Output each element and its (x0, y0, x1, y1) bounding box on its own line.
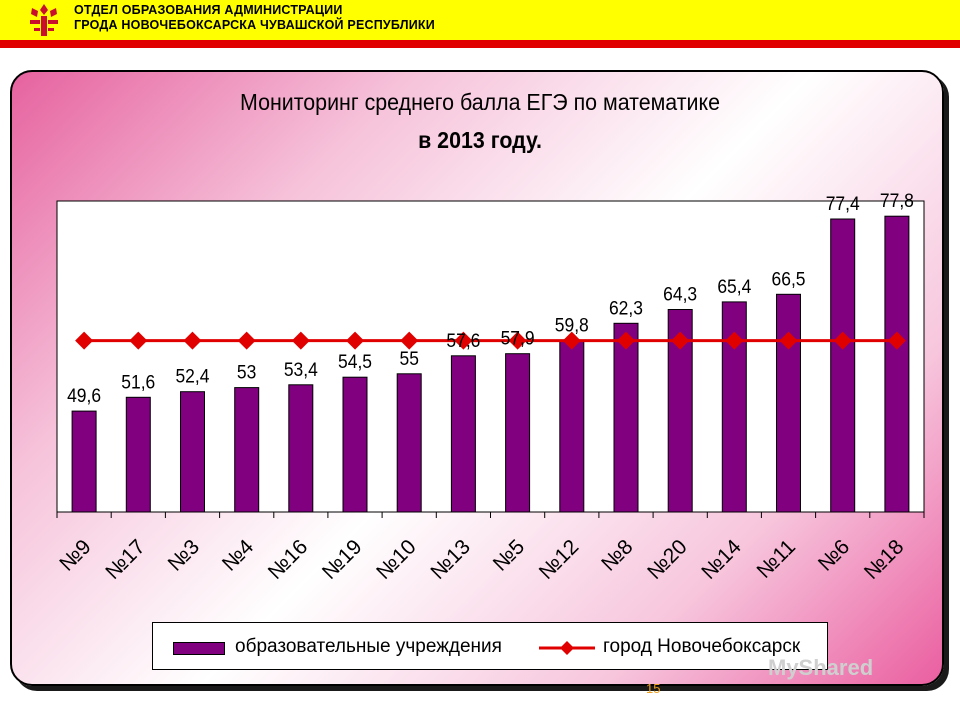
city-average-marker-5 (346, 331, 365, 350)
x-tick-label-11: №20 (643, 535, 692, 584)
x-tick-label-0: №9 (55, 535, 95, 575)
bar-3 (234, 387, 260, 513)
x-tick-label-14: №6 (814, 535, 854, 575)
legend-bar-swatch (173, 642, 225, 655)
city-average-marker-13 (779, 331, 798, 350)
bar-1 (125, 396, 151, 513)
bar-9 (559, 340, 585, 513)
bar-value-label-6: 55 (399, 347, 418, 369)
chart-title-line1: Мониторинг среднего балла ЕГЭ по математ… (240, 89, 720, 115)
legend-line-swatch (539, 641, 595, 655)
city-average-marker-14 (833, 331, 852, 350)
x-tick-label-4: №16 (264, 535, 313, 584)
x-tick-label-6: №10 (372, 535, 421, 584)
header-bar: ОТДЕЛ ОБРАЗОВАНИЯ АДМИНИСТРАЦИИ ГРОДА НО… (0, 0, 960, 40)
city-average-marker-1 (129, 331, 148, 350)
bar-value-label-12: 65,4 (717, 275, 751, 297)
x-tick-label-1: №17 (101, 535, 150, 584)
bar-value-label-15: 77,8 (880, 190, 914, 212)
header-stripe (0, 40, 960, 48)
x-tick-label-15: №18 (860, 535, 909, 584)
bar-value-label-9: 59,8 (555, 314, 589, 336)
watermark: MyShared (768, 655, 874, 680)
x-tick-label-13: №11 (752, 535, 800, 583)
bar-value-label-5: 54,5 (338, 351, 372, 373)
bar-value-label-8: 57,9 (501, 327, 535, 349)
chart-legend: образовательные учреждения город Новочеб… (152, 622, 828, 670)
bar-13 (776, 293, 801, 513)
city-average-marker-11 (671, 331, 690, 350)
bar-7 (450, 355, 476, 513)
legend-line-label: город Новочебоксарск (603, 636, 801, 657)
bar-value-label-13: 66,5 (772, 268, 806, 290)
bar-value-label-11: 64,3 (663, 283, 697, 305)
bar-value-label-10: 62,3 (609, 297, 643, 319)
bar-value-label-7: 57,6 (446, 329, 480, 351)
bar-5 (342, 376, 368, 513)
bar-value-label-1: 51,6 (121, 371, 155, 393)
bar-value-label-0: 49,6 (67, 384, 101, 406)
x-tick-label-10: №8 (597, 535, 637, 575)
city-average-marker-15 (887, 331, 906, 350)
x-tick-label-5: №19 (318, 535, 367, 584)
bar-2 (180, 391, 205, 513)
org-name-line2: ГРОДА НОВОЧЕБОКСАРСКА ЧУВАШСКОЙ РЕСПУБЛИ… (74, 18, 435, 32)
page-number: 15 (646, 681, 661, 696)
bar-0 (71, 410, 97, 513)
bar-value-label-3: 53 (237, 361, 256, 383)
city-average-marker-7 (454, 331, 473, 350)
bar-10 (613, 322, 639, 513)
legend-bar-label: образовательные учреждения (235, 636, 502, 657)
bar-4 (288, 384, 314, 513)
city-average-marker-10 (616, 331, 635, 350)
bar-8 (505, 353, 531, 513)
city-average-marker-9 (562, 331, 581, 350)
x-tick-label-2: №3 (164, 535, 204, 575)
bar-14 (830, 218, 856, 513)
bar-6 (396, 373, 422, 513)
x-tick-label-8: №5 (489, 535, 529, 575)
x-tick-label-7: №13 (426, 535, 475, 584)
x-tick-label-9: №12 (535, 535, 584, 584)
city-average-marker-6 (400, 331, 419, 350)
bar-value-label-2: 52,4 (175, 365, 209, 387)
chart-title-line2: в 2013 году. (418, 127, 542, 153)
city-average-marker-12 (725, 331, 744, 350)
bar-15 (884, 215, 910, 513)
city-average-marker-0 (75, 331, 94, 350)
x-tick-label-3: №4 (218, 535, 259, 576)
city-average-marker-3 (237, 331, 256, 350)
org-name-line1: ОТДЕЛ ОБРАЗОВАНИЯ АДМИНИСТРАЦИИ (74, 3, 343, 17)
bar-value-label-4: 53,4 (284, 358, 318, 380)
city-average-marker-2 (183, 331, 202, 350)
city-average-marker-4 (291, 331, 310, 350)
bar-value-label-14: 77,4 (826, 192, 860, 214)
city-average-marker-8 (508, 331, 527, 350)
x-tick-label-12: №14 (697, 535, 746, 584)
chuvash-emblem-icon (30, 4, 58, 36)
